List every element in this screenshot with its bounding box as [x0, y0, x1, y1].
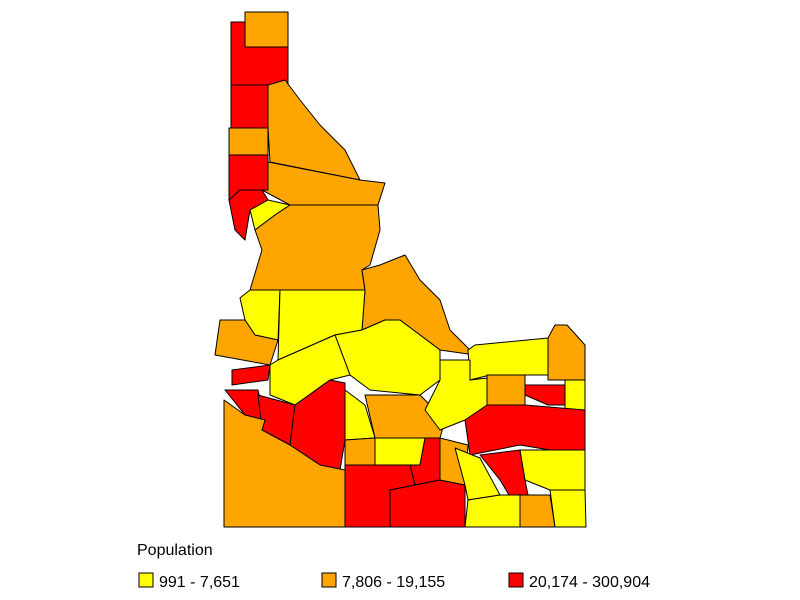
county	[374, 437, 426, 466]
legend-title: Population	[137, 542, 213, 559]
county	[269, 334, 351, 406]
county	[267, 79, 361, 181]
county	[464, 404, 586, 456]
county	[244, 11, 289, 48]
county	[564, 379, 586, 411]
county	[524, 384, 566, 406]
county	[519, 494, 556, 528]
legend-swatch	[321, 572, 337, 588]
county	[486, 374, 526, 406]
county	[549, 489, 587, 528]
county	[230, 84, 269, 129]
county	[223, 399, 346, 528]
legend-label: 20,174 - 300,904	[529, 574, 650, 591]
county	[231, 364, 271, 386]
legend-swatch	[138, 572, 154, 588]
counties	[214, 11, 587, 528]
legend-label: 7,806 - 19,155	[342, 574, 445, 591]
county	[249, 204, 381, 291]
legend-swatch	[508, 572, 524, 588]
county	[519, 449, 586, 491]
county	[344, 437, 376, 466]
county	[467, 337, 551, 381]
legend-label: 991 - 7,651	[159, 574, 240, 591]
legend: 991 - 7,651 7,806 - 19,155 20,174 - 300,90…	[138, 572, 650, 591]
county	[228, 127, 269, 156]
county	[464, 494, 521, 528]
county	[214, 319, 279, 366]
county	[547, 324, 586, 381]
